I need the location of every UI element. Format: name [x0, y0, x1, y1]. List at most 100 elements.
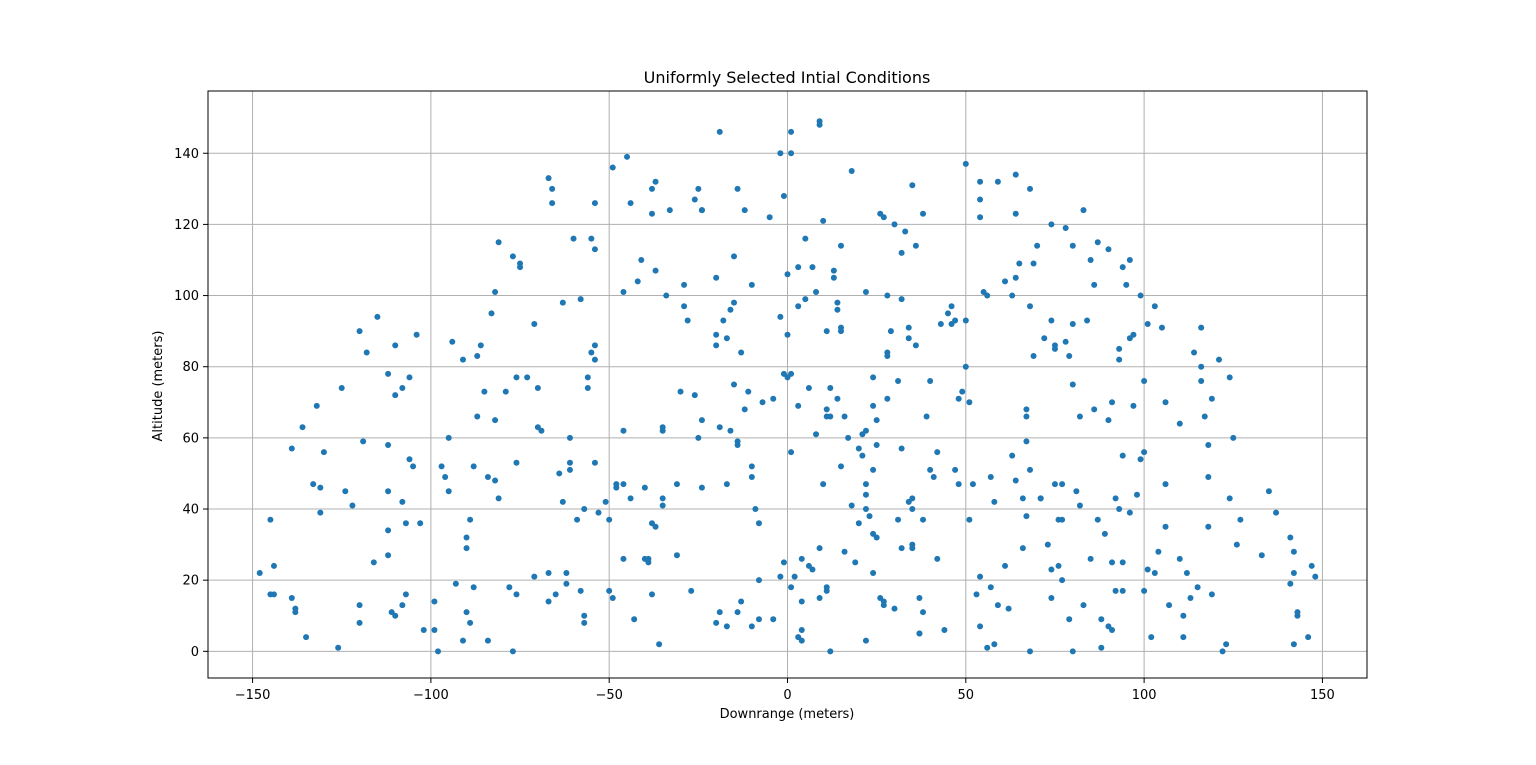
data-point: [741, 207, 748, 214]
data-point: [1034, 242, 1041, 249]
data-point: [445, 434, 452, 441]
data-point: [1048, 221, 1055, 228]
data-point: [748, 463, 755, 470]
data-point: [1287, 580, 1294, 587]
data-point: [606, 516, 613, 523]
data-point: [1233, 541, 1240, 548]
data-point: [634, 278, 641, 285]
data-point: [820, 217, 827, 224]
data-point: [788, 128, 795, 135]
data-point: [813, 431, 820, 438]
data-point: [413, 331, 420, 338]
grid-lines: [208, 91, 1367, 678]
data-point: [584, 385, 591, 392]
data-point: [1069, 648, 1076, 655]
data-point: [517, 264, 524, 271]
data-point: [488, 310, 495, 317]
data-point: [731, 299, 738, 306]
data-point: [837, 463, 844, 470]
data-point: [652, 523, 659, 530]
data-point: [937, 321, 944, 328]
data-point: [659, 495, 666, 502]
data-point: [1069, 242, 1076, 249]
data-point: [934, 555, 941, 562]
data-point: [777, 313, 784, 320]
data-point: [1087, 256, 1094, 263]
data-point: [370, 559, 377, 566]
data-point: [417, 520, 424, 527]
data-point: [641, 484, 648, 491]
data-point: [431, 598, 438, 605]
data-point: [1126, 509, 1133, 516]
data-point: [770, 395, 777, 402]
data-point: [288, 594, 295, 601]
data-point: [1119, 452, 1126, 459]
data-point: [798, 598, 805, 605]
data-point: [1116, 345, 1123, 352]
data-point: [688, 587, 695, 594]
data-point: [288, 445, 295, 452]
data-point: [1137, 456, 1144, 463]
data-point: [1112, 495, 1119, 502]
data-point: [1091, 281, 1098, 288]
data-point: [927, 466, 934, 473]
data-point: [841, 413, 848, 420]
data-point: [591, 342, 598, 349]
data-point: [720, 317, 727, 324]
data-point: [905, 324, 912, 331]
data-point: [1191, 349, 1198, 356]
data-point: [1112, 587, 1119, 594]
data-point: [848, 168, 855, 175]
data-point: [449, 338, 456, 345]
x-tick-label: 0: [783, 688, 791, 703]
data-point: [1048, 566, 1055, 573]
data-point: [862, 637, 869, 644]
data-point: [1030, 260, 1037, 267]
data-point: [624, 153, 631, 160]
data-point: [798, 626, 805, 633]
data-point: [545, 598, 552, 605]
data-point: [695, 185, 702, 192]
data-point: [256, 570, 263, 577]
data-point: [477, 342, 484, 349]
data-point: [909, 506, 916, 513]
data-point: [431, 626, 438, 633]
data-point: [549, 185, 556, 192]
data-point: [613, 481, 620, 488]
data-point: [855, 445, 862, 452]
data-point: [1148, 634, 1155, 641]
data-point: [1023, 413, 1030, 420]
data-point: [484, 473, 491, 480]
data-point: [713, 331, 720, 338]
data-point: [716, 424, 723, 431]
data-point: [495, 495, 502, 502]
data-point: [788, 449, 795, 456]
data-point: [584, 374, 591, 381]
data-point: [770, 616, 777, 623]
data-point: [984, 292, 991, 299]
data-point: [837, 324, 844, 331]
data-point: [902, 228, 909, 235]
data-point: [713, 342, 720, 349]
data-point: [944, 310, 951, 317]
data-point: [880, 598, 887, 605]
data-point: [1194, 584, 1201, 591]
data-point: [795, 402, 802, 409]
data-point: [1023, 438, 1030, 445]
data-point: [691, 392, 698, 399]
data-point: [470, 584, 477, 591]
data-point: [1305, 634, 1312, 641]
data-point: [1119, 559, 1126, 566]
data-point: [766, 214, 773, 221]
data-point: [1162, 481, 1169, 488]
data-point: [870, 570, 877, 577]
data-point: [1144, 566, 1151, 573]
data-point: [823, 406, 830, 413]
data-point: [823, 328, 830, 335]
data-point: [459, 637, 466, 644]
data-point: [1019, 545, 1026, 552]
data-point: [410, 463, 417, 470]
data-point: [859, 452, 866, 459]
data-point: [659, 502, 666, 509]
data-point: [648, 591, 655, 598]
